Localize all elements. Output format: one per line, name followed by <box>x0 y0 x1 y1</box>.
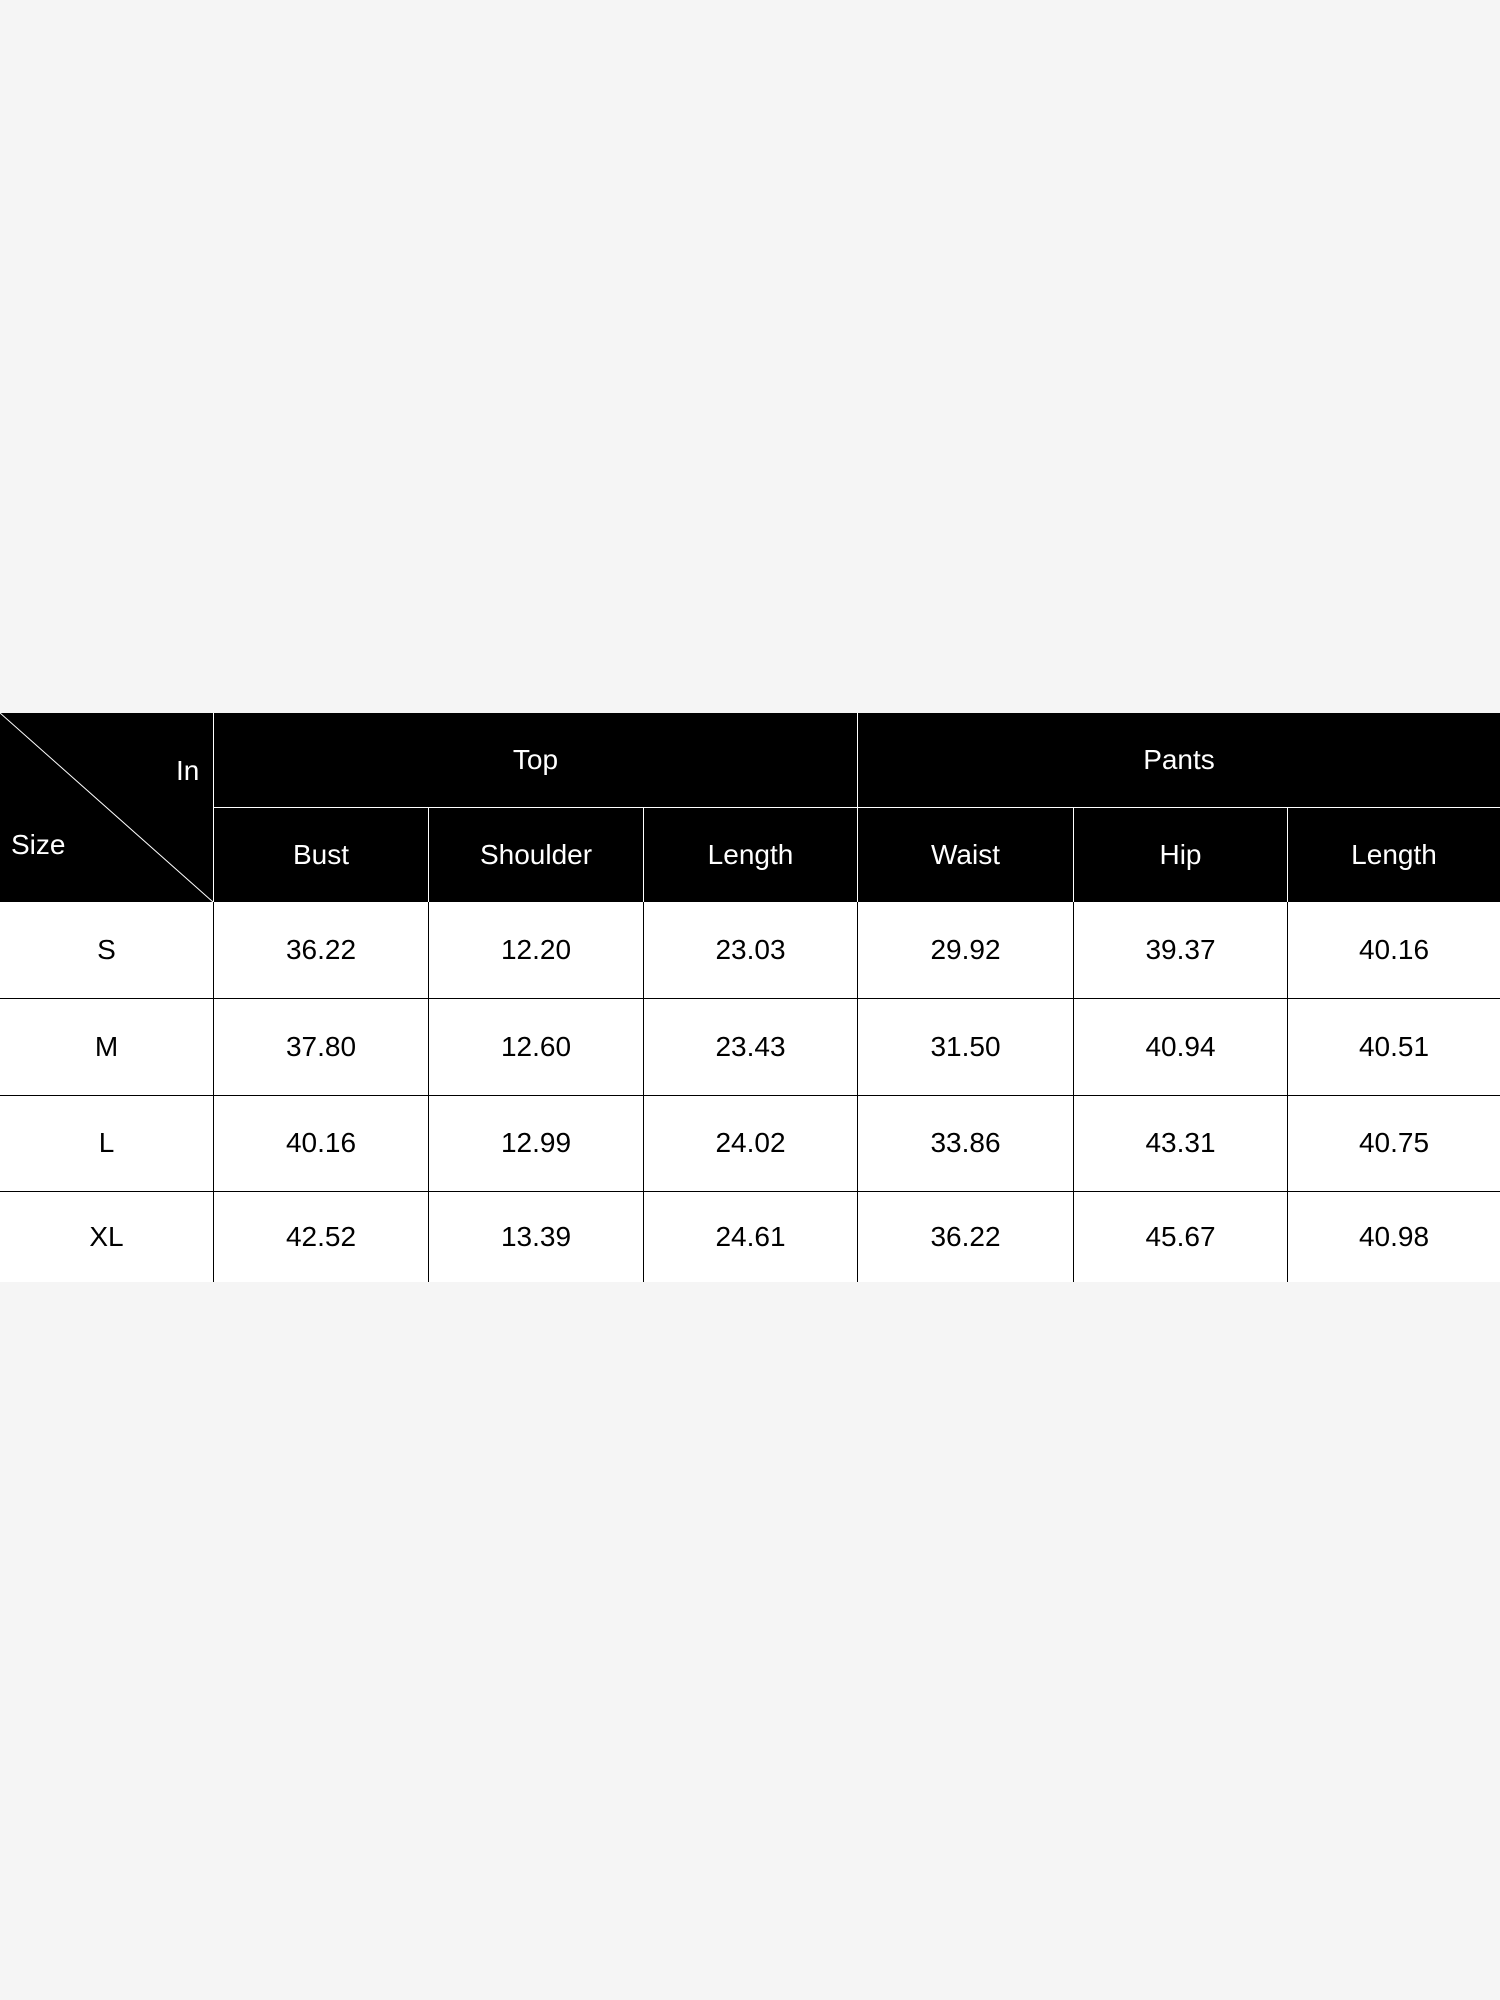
grid-line <box>1073 808 1074 902</box>
value-cell: 40.75 <box>1288 1095 1500 1191</box>
grid-line <box>0 998 1500 999</box>
grid-line <box>428 808 429 902</box>
grid-line <box>213 713 214 902</box>
column-header: Hip <box>1074 808 1287 902</box>
column-header: Shoulder <box>429 808 643 902</box>
value-cell: 43.31 <box>1074 1095 1287 1191</box>
grid-line <box>428 902 429 1282</box>
value-cell: 36.22 <box>214 902 428 998</box>
value-cell: 12.60 <box>429 998 643 1095</box>
value-cell: 29.92 <box>858 902 1073 998</box>
value-cell: 40.98 <box>1288 1191 1500 1282</box>
unit-label: In <box>176 755 200 786</box>
grid-line <box>643 902 644 1282</box>
grid-line <box>0 1095 1500 1096</box>
value-cell: 37.80 <box>214 998 428 1095</box>
grid-line <box>643 808 644 902</box>
value-cell: 12.99 <box>429 1095 643 1191</box>
value-cell: 24.02 <box>644 1095 857 1191</box>
value-cell: 40.51 <box>1288 998 1500 1095</box>
group-header-top: Top <box>214 713 857 807</box>
grid-line <box>1287 808 1288 902</box>
value-cell: 42.52 <box>214 1191 428 1282</box>
grid-line <box>857 713 858 902</box>
corner-cell: In Size <box>0 713 213 902</box>
value-cell: 36.22 <box>858 1191 1073 1282</box>
size-cell: S <box>0 902 213 998</box>
size-label: Size <box>11 829 66 860</box>
diagonal-divider <box>0 713 213 902</box>
group-header-pants: Pants <box>858 713 1500 807</box>
value-cell: 13.39 <box>429 1191 643 1282</box>
grid-line <box>213 807 1500 808</box>
value-cell: 40.16 <box>1288 902 1500 998</box>
value-cell: 31.50 <box>858 998 1073 1095</box>
grid-line <box>213 902 214 1282</box>
column-header: Length <box>1288 808 1500 902</box>
value-cell: 12.20 <box>429 902 643 998</box>
size-cell: L <box>0 1095 213 1191</box>
column-header: Length <box>644 808 857 902</box>
value-cell: 40.16 <box>214 1095 428 1191</box>
value-cell: 24.61 <box>644 1191 857 1282</box>
column-header: Waist <box>858 808 1073 902</box>
grid-line <box>0 1191 1500 1192</box>
value-cell: 45.67 <box>1074 1191 1287 1282</box>
size-cell: XL <box>0 1191 213 1282</box>
size-chart-table: In Size Top Pants Bust Shoulder Length Wais… <box>0 713 1500 1282</box>
grid-line <box>1073 902 1074 1282</box>
value-cell: 23.43 <box>644 998 857 1095</box>
value-cell: 39.37 <box>1074 902 1287 998</box>
value-cell: 23.03 <box>644 902 857 998</box>
value-cell: 33.86 <box>858 1095 1073 1191</box>
grid-line <box>857 902 858 1282</box>
size-cell: M <box>0 998 213 1095</box>
column-header: Bust <box>214 808 428 902</box>
grid-line <box>1287 902 1288 1282</box>
value-cell: 40.94 <box>1074 998 1287 1095</box>
